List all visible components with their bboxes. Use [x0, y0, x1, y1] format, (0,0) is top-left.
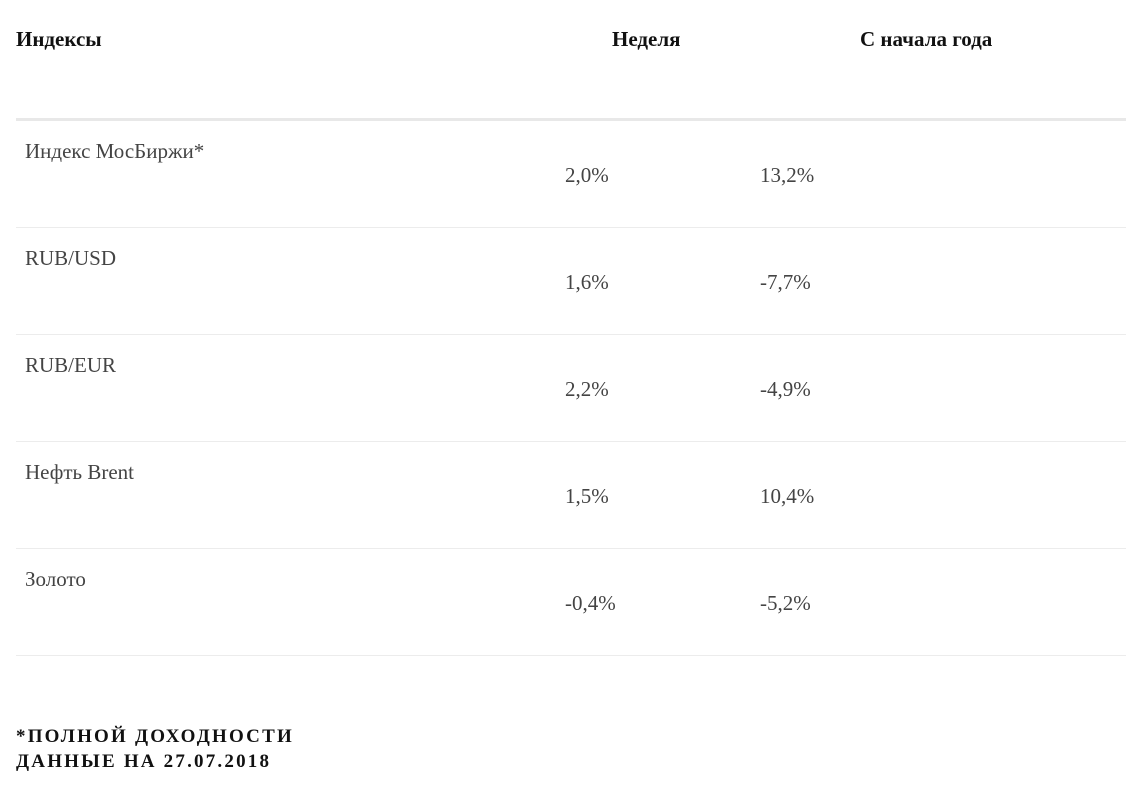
value-cell: 2,0%	[565, 163, 609, 187]
header-cell: С начала года	[860, 27, 993, 51]
header-cell: Неделя	[612, 27, 681, 51]
value-cell: 13,2%	[760, 163, 815, 187]
row-rule	[16, 548, 1126, 549]
header-rule	[16, 118, 1126, 121]
value-cell: -0,4%	[565, 591, 616, 615]
row-rule	[16, 441, 1126, 442]
value-cell: 10,4%	[760, 484, 815, 508]
row-rule	[16, 227, 1126, 228]
row-rule	[16, 334, 1126, 335]
row-label: RUB/USD	[25, 246, 117, 270]
row-label: Нефть Brent	[25, 460, 135, 484]
row-label: RUB/EUR	[25, 353, 117, 377]
footnote: *ПОЛНОЙ ДОХОДНОСТИ	[16, 726, 294, 747]
value-cell: -5,2%	[760, 591, 811, 615]
row-label: Индекс МосБиржи*	[25, 139, 205, 163]
value-cell: 2,2%	[565, 377, 609, 401]
value-cell: -4,9%	[760, 377, 811, 401]
row-label: Золото	[25, 567, 86, 591]
header-cell: Индексы	[16, 27, 102, 51]
value-cell: 1,5%	[565, 484, 609, 508]
footnote: ДАННЫЕ НА 27.07.2018	[16, 751, 272, 772]
value-cell: 1,6%	[565, 270, 609, 294]
row-rule	[16, 655, 1126, 656]
value-cell: -7,7%	[760, 270, 811, 294]
